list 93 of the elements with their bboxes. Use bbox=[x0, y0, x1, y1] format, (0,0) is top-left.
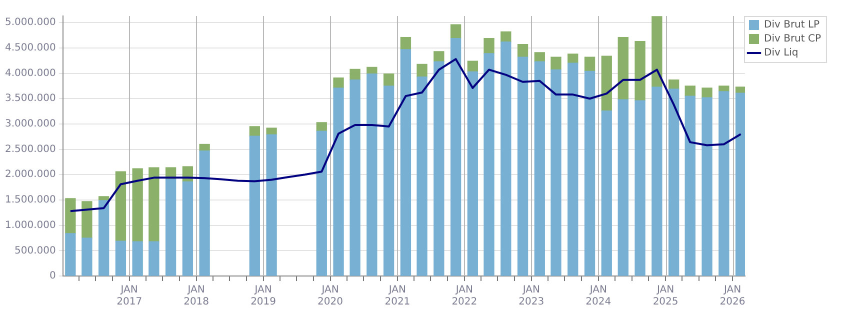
bar bbox=[115, 171, 126, 242]
bar bbox=[634, 41, 646, 101]
bar bbox=[735, 92, 746, 276]
bar bbox=[400, 36, 412, 50]
bar bbox=[416, 64, 428, 78]
x-tick-label: JAN 2017 bbox=[116, 284, 142, 308]
bar bbox=[383, 73, 394, 86]
bar bbox=[366, 73, 378, 276]
y-tick-label: 2.500.000 bbox=[4, 144, 56, 155]
bar bbox=[584, 70, 596, 276]
bar bbox=[702, 97, 712, 276]
y-tick-label: 3.000.000 bbox=[4, 118, 56, 130]
bar bbox=[132, 168, 143, 242]
bar bbox=[165, 178, 176, 276]
bar bbox=[115, 240, 126, 276]
y-tick-label: 4.000.000 bbox=[4, 68, 56, 79]
bar bbox=[316, 130, 327, 276]
legend-label: Div Brut LP bbox=[764, 20, 820, 31]
bar bbox=[618, 99, 628, 276]
bar bbox=[550, 56, 562, 70]
bar bbox=[400, 49, 412, 276]
bar bbox=[668, 88, 680, 276]
bar bbox=[684, 96, 696, 276]
bar bbox=[568, 54, 578, 64]
bar bbox=[568, 62, 578, 276]
bar bbox=[383, 86, 394, 276]
bar bbox=[601, 56, 612, 112]
bar bbox=[534, 52, 545, 62]
bar bbox=[350, 68, 360, 80]
bar bbox=[416, 76, 428, 276]
bar bbox=[266, 128, 277, 135]
legend-label: Div Brut CP bbox=[764, 34, 822, 45]
y-tick-label: 1.000.000 bbox=[4, 220, 56, 231]
x-tick-label: JAN 2023 bbox=[518, 284, 544, 308]
bar bbox=[467, 71, 478, 276]
bar bbox=[333, 78, 344, 88]
bar bbox=[601, 110, 612, 276]
bar bbox=[148, 167, 160, 242]
bar bbox=[500, 31, 512, 42]
bar bbox=[132, 241, 143, 276]
bar bbox=[517, 56, 528, 276]
x-tick-label: JAN 2018 bbox=[184, 284, 210, 308]
bar bbox=[702, 88, 712, 98]
bar bbox=[652, 86, 662, 276]
y-tick-label: 3.500.000 bbox=[4, 93, 56, 104]
bar bbox=[82, 238, 92, 276]
bar bbox=[550, 69, 562, 276]
bar bbox=[65, 198, 76, 234]
bar bbox=[618, 36, 628, 100]
bar bbox=[350, 80, 360, 276]
y-tick-label: 0 bbox=[50, 270, 56, 282]
y-tick-label: 1.500.000 bbox=[4, 194, 56, 206]
bar bbox=[534, 61, 545, 276]
bar bbox=[82, 201, 92, 238]
bar bbox=[634, 100, 646, 276]
bar bbox=[434, 61, 444, 276]
bar bbox=[517, 44, 528, 58]
y-tick-label: 5.000.000 bbox=[4, 17, 56, 28]
bar bbox=[266, 134, 277, 276]
bar bbox=[652, 16, 662, 88]
x-tick-label: JAN 2019 bbox=[250, 284, 276, 308]
bar bbox=[333, 88, 344, 276]
bar bbox=[467, 60, 478, 72]
x-tick-label: JAN 2021 bbox=[384, 284, 410, 308]
x-tick-label: JAN 2020 bbox=[318, 284, 343, 308]
y-tick-label: 4.500.000 bbox=[4, 42, 56, 54]
x-tick-label: JAN 2025 bbox=[652, 284, 678, 308]
bar bbox=[249, 136, 260, 276]
bar bbox=[718, 91, 730, 276]
bar bbox=[199, 150, 210, 276]
x-tick-label: JAN 2024 bbox=[586, 284, 612, 308]
x-tick-label: JAN 2022 bbox=[452, 284, 478, 308]
bar bbox=[668, 80, 680, 90]
bar bbox=[98, 200, 110, 276]
bar bbox=[684, 86, 696, 96]
y-tick-label: 500.000 bbox=[14, 245, 56, 256]
bar bbox=[148, 241, 160, 276]
bar bbox=[249, 126, 260, 136]
x-tick-label: JAN 2026 bbox=[720, 284, 746, 308]
bar bbox=[500, 42, 512, 276]
bar bbox=[484, 53, 494, 276]
bar bbox=[182, 181, 194, 276]
legend-label: Div Liq bbox=[764, 48, 798, 59]
bar bbox=[584, 56, 596, 72]
bar bbox=[316, 122, 327, 132]
bar bbox=[199, 144, 210, 152]
bar bbox=[450, 24, 462, 39]
bar bbox=[65, 233, 76, 276]
bar bbox=[484, 38, 494, 54]
bar bbox=[434, 51, 444, 62]
bar bbox=[450, 38, 462, 276]
bar bbox=[366, 66, 378, 74]
y-tick-label: 2.000.000 bbox=[4, 169, 56, 180]
